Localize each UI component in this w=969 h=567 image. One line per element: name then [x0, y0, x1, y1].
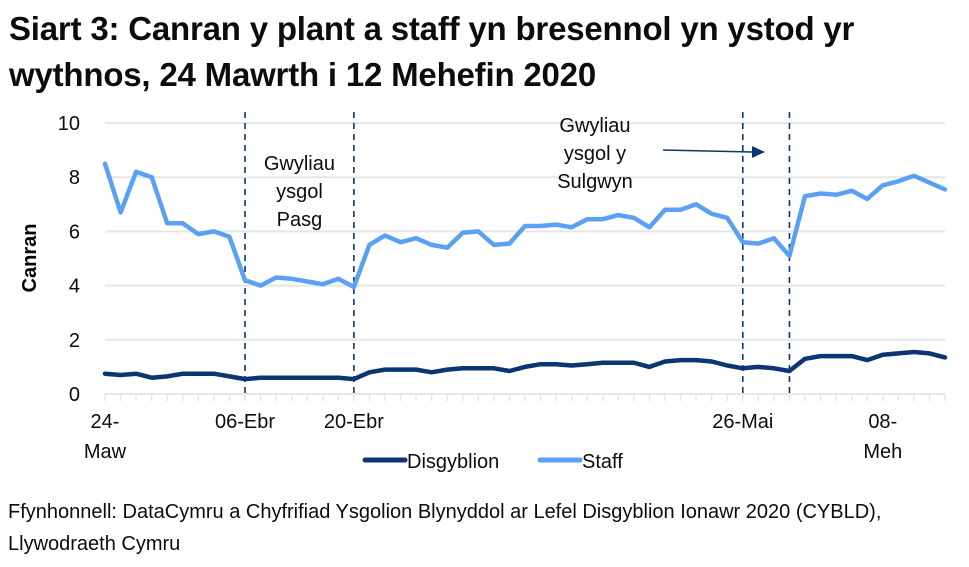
y-axis-label: Canran: [19, 224, 41, 293]
whitsun-holiday-label: ysgol y: [564, 143, 626, 165]
x-tick-label: 20-Ebr: [324, 411, 384, 433]
whitsun-holiday-label: Sulgwyn: [557, 171, 633, 193]
easter-holiday-label: Gwyliau: [264, 153, 335, 175]
y-tick-label: 2: [69, 330, 80, 352]
legend-label-staff: Staff: [582, 451, 623, 473]
source-note: Ffynhonnell: DataCymru a Chyfrifiad Ysgo…: [8, 501, 882, 555]
x-tick-label: 06-Ebr: [215, 411, 275, 433]
arrow-icon: [662, 149, 753, 153]
y-axis-tick-labels: 0 2 4 6 8 10: [58, 113, 80, 406]
y-tick-label: 8: [69, 167, 80, 189]
easter-holiday-label: ysgol: [276, 181, 323, 203]
arrow-head-icon: [752, 146, 765, 158]
legend-label-disgyblion: Disgyblion: [407, 451, 499, 473]
x-tick-label: Maw: [84, 441, 127, 463]
y-tick-label: 0: [69, 384, 80, 406]
series-staff-line: [102, 161, 948, 290]
legend: Disgyblion Staff: [362, 451, 623, 473]
x-axis: [104, 394, 946, 401]
x-tick-label: 08-: [868, 411, 897, 433]
chart-title: Siart 3: Canran y plant a staff yn brese…: [9, 10, 855, 93]
line-chart: 0 2 4 6 8 10 Canran 24- Maw 06-Ebr 20-Ebr 26-Mai 0…: [19, 112, 948, 473]
x-axis-tick-labels: 24- Maw 06-Ebr 20-Ebr 26-Mai 08- Meh: [84, 411, 902, 463]
whitsun-holiday-label: Gwyliau: [559, 115, 630, 137]
y-tick-label: 10: [58, 113, 80, 135]
data-series: [102, 161, 948, 382]
y-tick-label: 6: [69, 221, 80, 243]
gridlines: [105, 122, 945, 395]
easter-holiday-label: Pasg: [277, 209, 323, 231]
x-tick-label: Meh: [863, 441, 902, 463]
x-tick-label: 24-: [91, 411, 120, 433]
series-disgyblion-line: [102, 349, 948, 382]
x-tick-label: 26-Mai: [712, 411, 773, 433]
y-tick-label: 4: [69, 276, 80, 298]
holiday-annotations: Gwyliau ysgol Pasg Gwyliau ysgol y Sulgwyn: [264, 115, 765, 231]
